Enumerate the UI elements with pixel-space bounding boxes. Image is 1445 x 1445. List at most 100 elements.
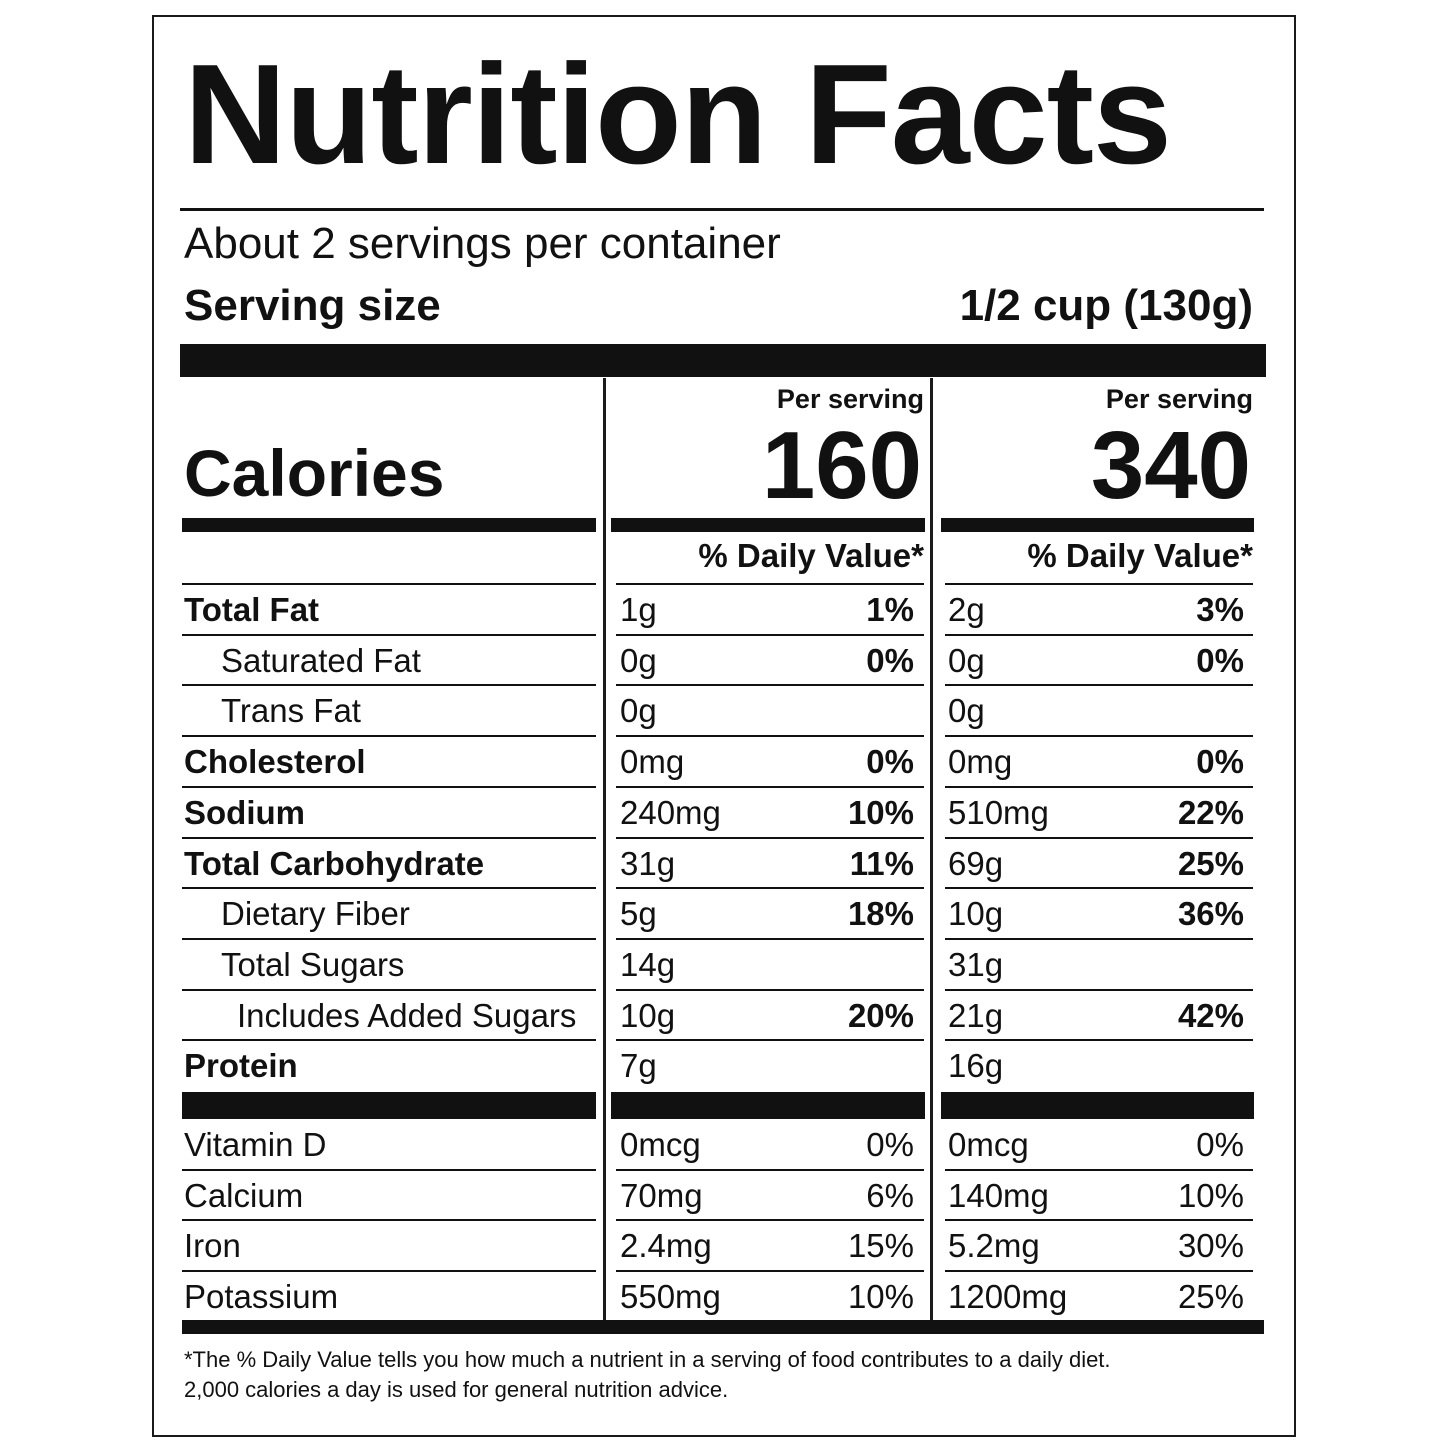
- column-divider-2: [930, 378, 933, 1320]
- nutrients-amount-1: 1g: [620, 591, 657, 628]
- nutrients-divider: [616, 785, 924, 788]
- vitamins-dv-1: 15%: [847, 1227, 914, 1265]
- nutrients-name: Includes Added Sugars: [237, 996, 577, 1034]
- nutrients-dv-2: 0%: [1196, 641, 1244, 679]
- nutrients-divider: [182, 735, 596, 738]
- vitamins-dv-1: 0%: [866, 1126, 914, 1163]
- vitamins-divider: [616, 1219, 924, 1222]
- nutrients-amount-1: 0g: [620, 692, 657, 730]
- nutrients-row: Includes Added Sugars 10g 20% 21g 42%: [0, 991, 1445, 1041]
- nutrients-row: Protein 7g 16g: [0, 1041, 1445, 1091]
- nutrients-amount-2: 0mg: [948, 743, 1013, 781]
- nutrients-amount-2: 0g: [948, 692, 985, 730]
- title-rule: [180, 208, 1264, 211]
- nutrients-divider: [945, 988, 1253, 991]
- nutrients-dv-1: 0%: [866, 743, 914, 781]
- vitamins-amount-2: 140mg: [948, 1176, 1049, 1214]
- vitamins-name: Calcium: [184, 1176, 304, 1214]
- vitamins-name: Vitamin D: [184, 1126, 327, 1163]
- vitamins-amount-1: 2.4mg: [620, 1227, 712, 1265]
- vitamins-dv-2: 10%: [1177, 1176, 1244, 1214]
- nutrients-divider: [945, 785, 1253, 788]
- nutrients-divider: [945, 836, 1253, 839]
- vitamins-divider: [945, 1219, 1253, 1222]
- nutrients-name: Cholesterol: [184, 743, 366, 781]
- nutrients-amount-2: 510mg: [948, 793, 1049, 831]
- vitamins-dv-1: 6%: [866, 1176, 914, 1214]
- nutrients-divider: [616, 836, 924, 839]
- vitamins-dv-2: 25%: [1177, 1278, 1244, 1316]
- vitamins-dv-2: 0%: [1196, 1126, 1244, 1163]
- vitamins-name: Iron: [184, 1227, 241, 1265]
- nutrients-dv-1: 20%: [847, 996, 914, 1034]
- nutrients-dv-1: 0%: [866, 641, 914, 679]
- nutrients-divider: [616, 735, 924, 738]
- nutrients-divider: [616, 1039, 924, 1042]
- nutrients-dv-1: 11%: [849, 844, 914, 882]
- vitamins-amount-1: 0mcg: [620, 1126, 701, 1163]
- vitamins-amount-2: 0mcg: [948, 1126, 1029, 1163]
- nutrients-dv-2: 25%: [1177, 844, 1244, 882]
- nutrients-amount-1: 0mg: [620, 743, 685, 781]
- nutrients-name: Protein: [184, 1047, 298, 1085]
- nutrients-row: Saturated Fat 0g 0% 0g 0%: [0, 636, 1445, 686]
- nutrients-dv-2: 22%: [1177, 793, 1244, 831]
- vitamins-row: Calcium 70mg 6% 140mg 10%: [0, 1171, 1445, 1221]
- nutrients-divider: [945, 735, 1253, 738]
- nutrients-amount-1: 7g: [620, 1047, 657, 1085]
- vitamins-row: Potassium 550mg 10% 1200mg 25%: [0, 1272, 1445, 1322]
- nutrients-divider: [182, 988, 596, 991]
- nutrients-divider: [945, 937, 1253, 940]
- column-divider-1: [603, 378, 606, 1320]
- nutrients-divider: [616, 887, 924, 890]
- vitamins-dv-2: 30%: [1177, 1227, 1244, 1265]
- nutrients-amount-2: 2g: [948, 591, 985, 628]
- nutrients-amount-1: 10g: [620, 996, 676, 1034]
- nutrients-name: Dietary Fiber: [221, 895, 410, 933]
- nutrients-divider: [182, 583, 596, 585]
- vitamins-row: Vitamin D 0mcg 0% 0mcg 0%: [0, 1120, 1445, 1170]
- footnote-line-1: *The % Daily Value tells you how much a …: [184, 1347, 1111, 1372]
- nutrients-dv-1: 1%: [866, 591, 914, 628]
- nutrients-row: Trans Fat 0g 0g: [0, 686, 1445, 736]
- nutrients-divider: [945, 1039, 1253, 1042]
- vitamins-amount-2: 5.2mg: [948, 1227, 1040, 1265]
- footnote: *The % Daily Value tells you how much a …: [184, 1345, 1264, 1404]
- nutrients-amount-2: 21g: [948, 996, 1004, 1034]
- nutrients-divider: [616, 633, 924, 636]
- vitamins-amount-2: 1200mg: [948, 1278, 1068, 1316]
- vitamins-divider: [182, 1168, 596, 1171]
- vitamins-amount-1: 550mg: [620, 1278, 721, 1316]
- nutrients-divider: [945, 887, 1253, 890]
- nutrients-divider: [616, 684, 924, 687]
- serving-size-label: Serving size: [184, 281, 441, 330]
- nutrients-dv-1: 18%: [847, 895, 914, 933]
- nutrients-name: Total Sugars: [221, 945, 405, 983]
- nutrients-divider: [616, 988, 924, 991]
- nutrients-amount-1: 5g: [620, 895, 657, 933]
- vitamins-divider: [945, 1168, 1253, 1171]
- calories-rule-3: [941, 518, 1254, 532]
- nutrients-dv-2: 36%: [1177, 895, 1244, 933]
- nutrients-row: Total Fat 1g 1% 2g 3%: [0, 585, 1445, 635]
- vitamins-divider: [945, 1270, 1253, 1273]
- nutrients-dv-2: 0%: [1196, 743, 1244, 781]
- serving-size-value: 1/2 cup (130g): [959, 281, 1253, 330]
- protein-thick-rule-1: [182, 1092, 596, 1119]
- calories-rule-2: [611, 518, 925, 532]
- nutrients-amount-2: 0g: [948, 641, 985, 679]
- nutrients-amount-1: 0g: [620, 641, 657, 679]
- nutrients-name: Saturated Fat: [221, 641, 421, 679]
- nutrients-dv-1: 10%: [847, 793, 914, 831]
- calories-rule-1: [182, 518, 596, 532]
- nutrients-divider: [945, 583, 1253, 585]
- nutrients-name: Sodium: [184, 793, 305, 831]
- calories-label: Calories: [184, 436, 445, 510]
- nutrients-divider: [616, 583, 924, 585]
- nutrients-divider: [616, 937, 924, 940]
- nutrition-label-border: [152, 15, 1296, 1437]
- nutrients-name: Total Fat: [184, 591, 320, 628]
- nutrients-amount-2: 16g: [948, 1047, 1004, 1085]
- nutrients-divider: [182, 887, 596, 890]
- nutrients-row: Total Sugars 14g 31g: [0, 940, 1445, 990]
